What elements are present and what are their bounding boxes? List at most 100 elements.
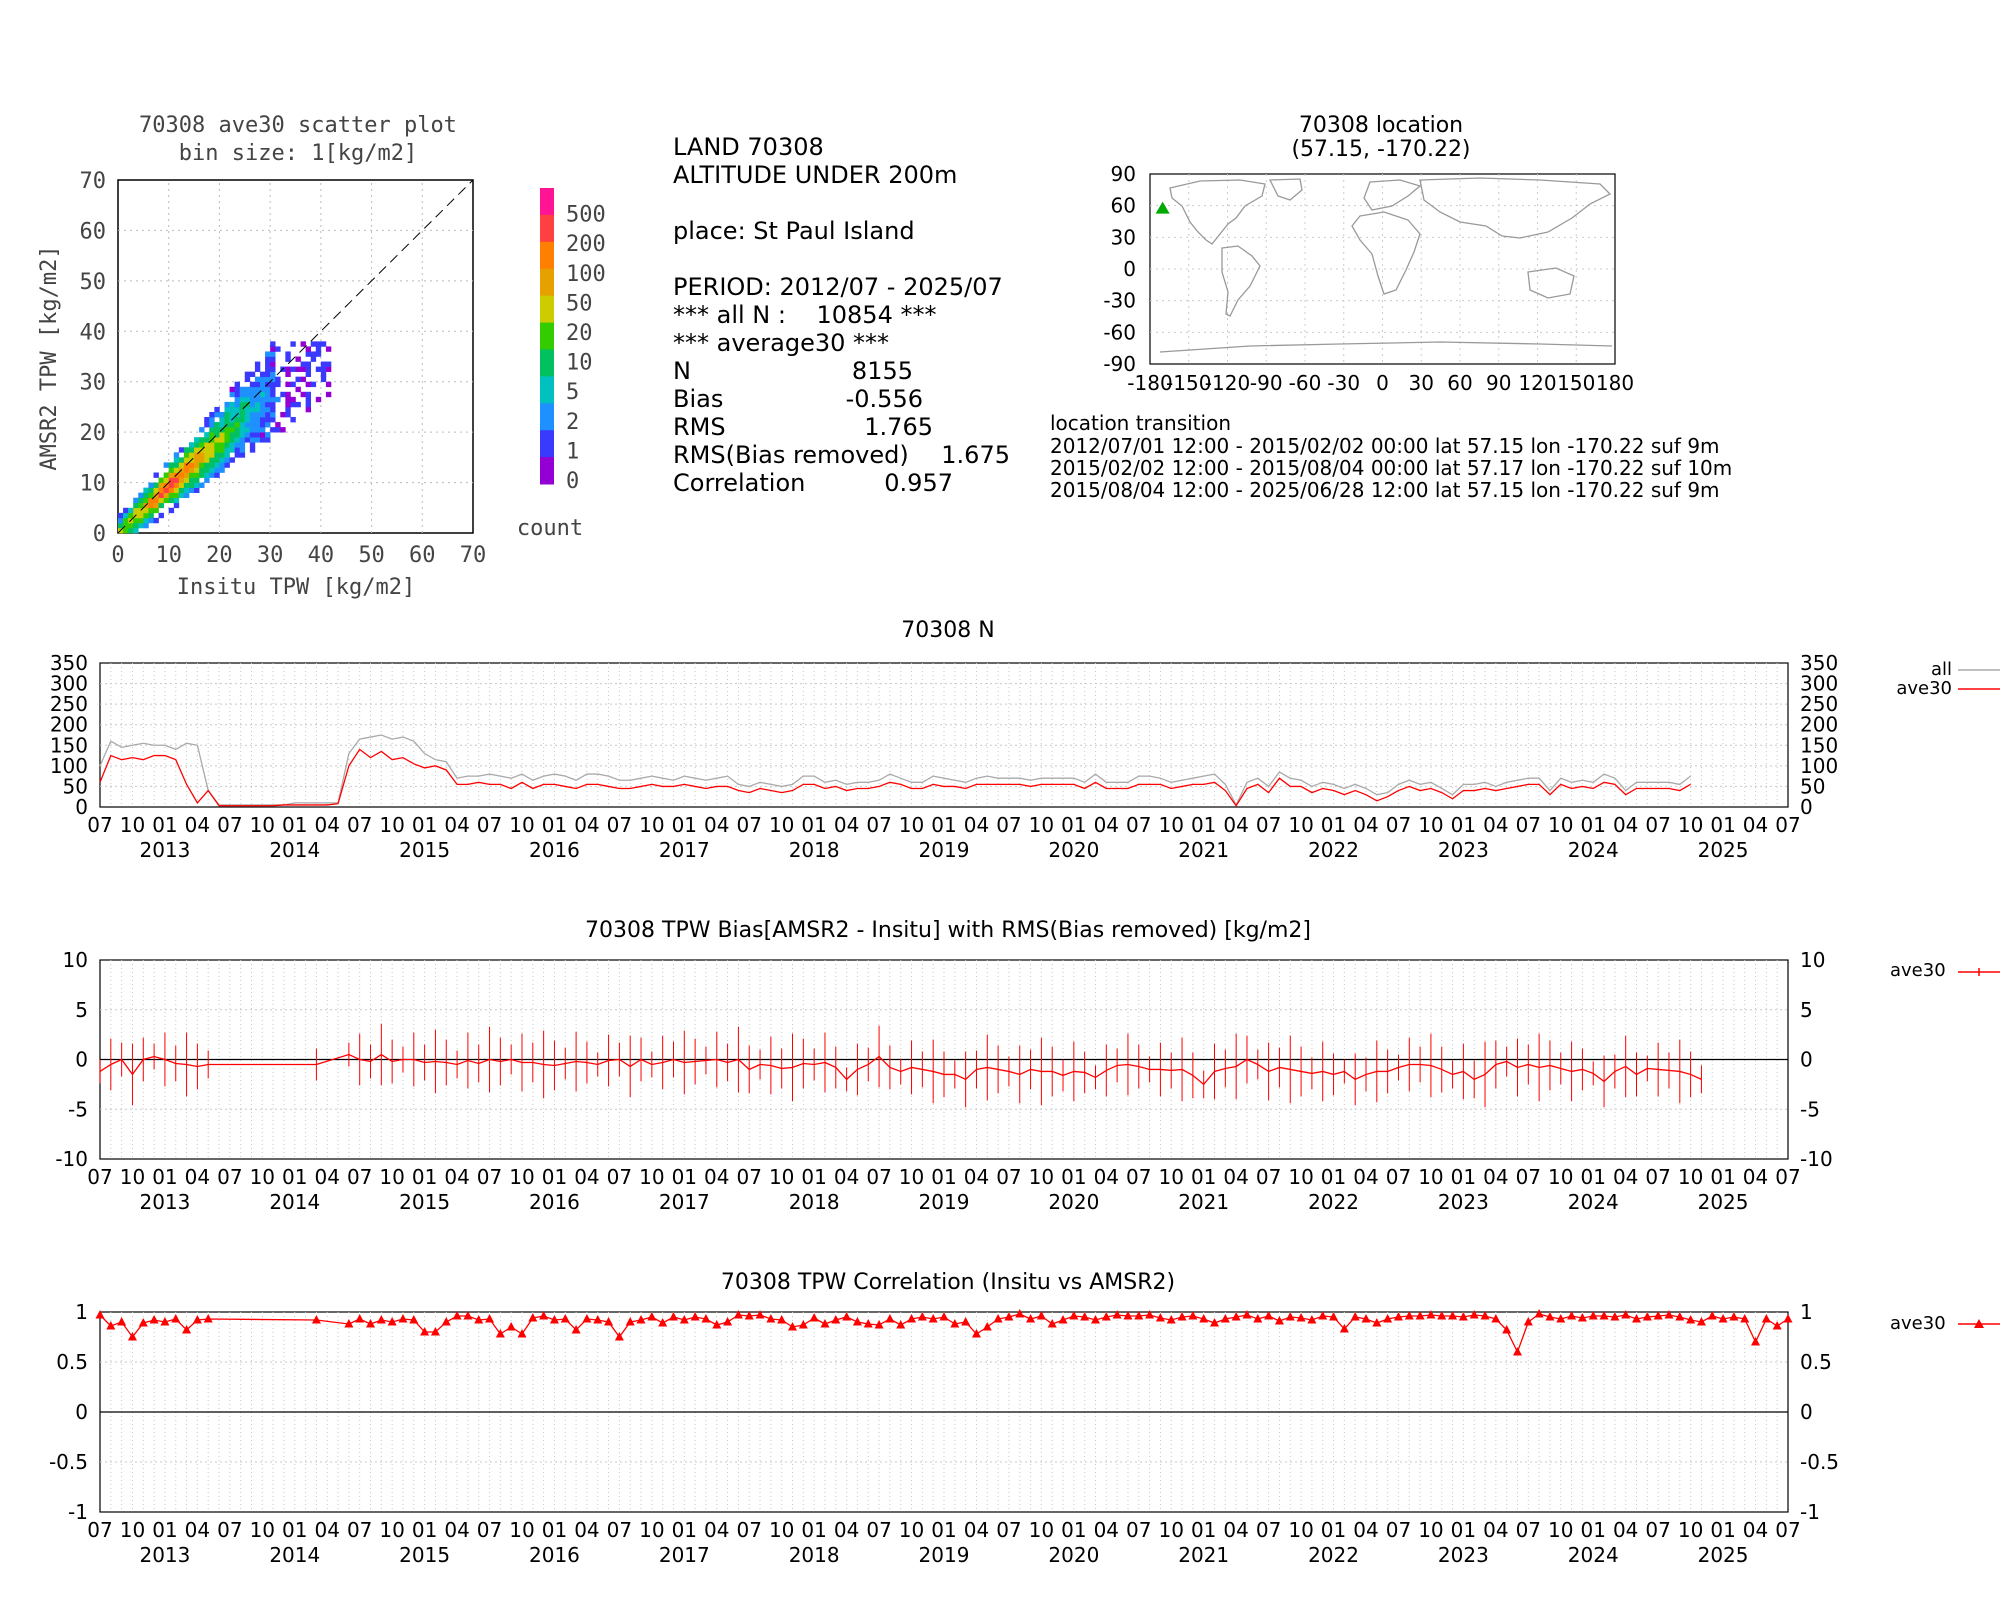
correlation-point: [1069, 1311, 1079, 1320]
correlation-point: [1707, 1311, 1717, 1320]
x-month-label: 10: [1029, 1518, 1054, 1542]
map-panel: 70308 location (57.15, -170.22) 9060300-…: [1050, 113, 1732, 502]
scatter-bin: [320, 341, 327, 347]
x-month-label: 04: [704, 813, 729, 837]
x-year-label: 2020: [1048, 1190, 1099, 1214]
correlation-point: [1751, 1337, 1761, 1346]
correlation-point: [1437, 1311, 1447, 1320]
correlation-point: [1026, 1314, 1036, 1323]
correlation-point: [106, 1321, 116, 1330]
scatter-bin: [199, 482, 205, 488]
scatter-bin: [214, 432, 220, 438]
scatter-bin: [194, 472, 200, 478]
scatter-bin: [214, 406, 220, 413]
x-year-label: 2019: [919, 1543, 970, 1567]
correlation-point: [993, 1314, 1003, 1323]
x-month-label: 07: [87, 1518, 112, 1542]
scatter-bin: [138, 522, 144, 529]
scatter-bin: [265, 396, 271, 403]
correlation-point: [1199, 1314, 1209, 1323]
scatter-bin: [209, 472, 215, 478]
scatter-bin: [305, 401, 312, 408]
scatter-bin: [254, 376, 261, 383]
correlation-point: [182, 1325, 192, 1334]
scatter-bin: [229, 386, 235, 393]
scatter-bin: [209, 411, 215, 418]
scatter-bin: [219, 457, 225, 463]
scatter-bin: [285, 351, 291, 357]
stat-n-value: 8155: [852, 357, 913, 385]
scatter-bin: [143, 517, 149, 524]
scatter-bin: [148, 507, 154, 514]
x-month-label: 01: [1581, 1518, 1606, 1542]
x-month-label: 04: [185, 813, 210, 837]
correlation-point: [788, 1322, 798, 1331]
scatter-bin: [133, 497, 139, 504]
scatter-bin: [254, 381, 261, 388]
scatter-frame: [117, 179, 474, 534]
x-month-label: 04: [315, 1518, 340, 1542]
scatter-bin: [194, 437, 200, 443]
x-year-label: 2013: [139, 1190, 190, 1214]
scatter-bin: [239, 406, 246, 413]
scatter-bin: [239, 401, 246, 408]
scatter-bin: [178, 487, 185, 493]
scatter-bin: [173, 477, 180, 483]
scatter-bin: [168, 492, 175, 499]
scatter-bin: [194, 457, 200, 463]
scatter-bin: [260, 417, 266, 423]
scatter-bin: [219, 417, 225, 423]
x-month-label: 04: [704, 1165, 729, 1189]
correlation-point: [160, 1317, 170, 1326]
scatter-bin: [219, 422, 225, 428]
x-month-label: 04: [964, 1518, 989, 1542]
scatter-bin: [194, 452, 200, 458]
x-month-label: 07: [217, 813, 242, 837]
map-y-tick-label: -60: [1103, 320, 1136, 344]
one-to-one-line: [117, 179, 474, 534]
x-month-label: 10: [899, 1165, 924, 1189]
scatter-bin: [260, 432, 266, 438]
scatter-bin: [265, 437, 271, 443]
scatter-bin: [138, 517, 144, 524]
greenland-outline: [1268, 178, 1303, 201]
x-month-label: 04: [574, 1518, 599, 1542]
scatter-bin: [305, 391, 312, 398]
x-month-label: 07: [996, 1165, 1021, 1189]
scatter-bin: [244, 391, 251, 398]
scatter-bin: [229, 401, 235, 408]
scatter-bin: [158, 512, 164, 519]
colorbar-segment: [540, 430, 554, 458]
scatter-bin: [300, 341, 306, 347]
scatter-x-label: Insitu TPW [kg/m2]: [177, 575, 415, 600]
x-month-label: 10: [1159, 1518, 1184, 1542]
scatter-bin: [138, 512, 144, 519]
scatter-bin: [234, 427, 241, 433]
correlation-point: [658, 1318, 668, 1327]
x-month-label: 01: [801, 813, 826, 837]
scatter-bin: [260, 427, 266, 433]
scatter-bin: [290, 401, 296, 408]
plot-area: [99, 662, 1789, 808]
correlation-point: [1155, 1313, 1165, 1322]
x-year-label: 2025: [1698, 1543, 1749, 1567]
x-month-label: 04: [444, 813, 469, 837]
scatter-bin: [173, 487, 180, 493]
scatter-bin: [310, 341, 317, 347]
x-month-label: 04: [1743, 1518, 1768, 1542]
scatter-bin: [254, 406, 261, 413]
correlation-point: [1231, 1312, 1241, 1321]
x-month-label: 01: [152, 813, 177, 837]
scatter-bin: [214, 422, 220, 428]
y-tick-label-left: -1: [68, 1500, 88, 1524]
correlation-point: [1361, 1314, 1371, 1323]
x-month-label: 07: [1386, 1518, 1411, 1542]
scatter-bin: [204, 462, 210, 468]
x-year-label: 2021: [1178, 838, 1229, 862]
y-tick-label-right: -10: [1800, 1147, 1833, 1171]
x-month-label: 10: [769, 1518, 794, 1542]
scatter-y-ticks: 0 10 20 30 40 50 60 70: [80, 169, 107, 547]
scatter-bin: [199, 427, 205, 433]
stat-rms-value: 1.765: [864, 413, 933, 441]
x-month-label: 10: [769, 813, 794, 837]
